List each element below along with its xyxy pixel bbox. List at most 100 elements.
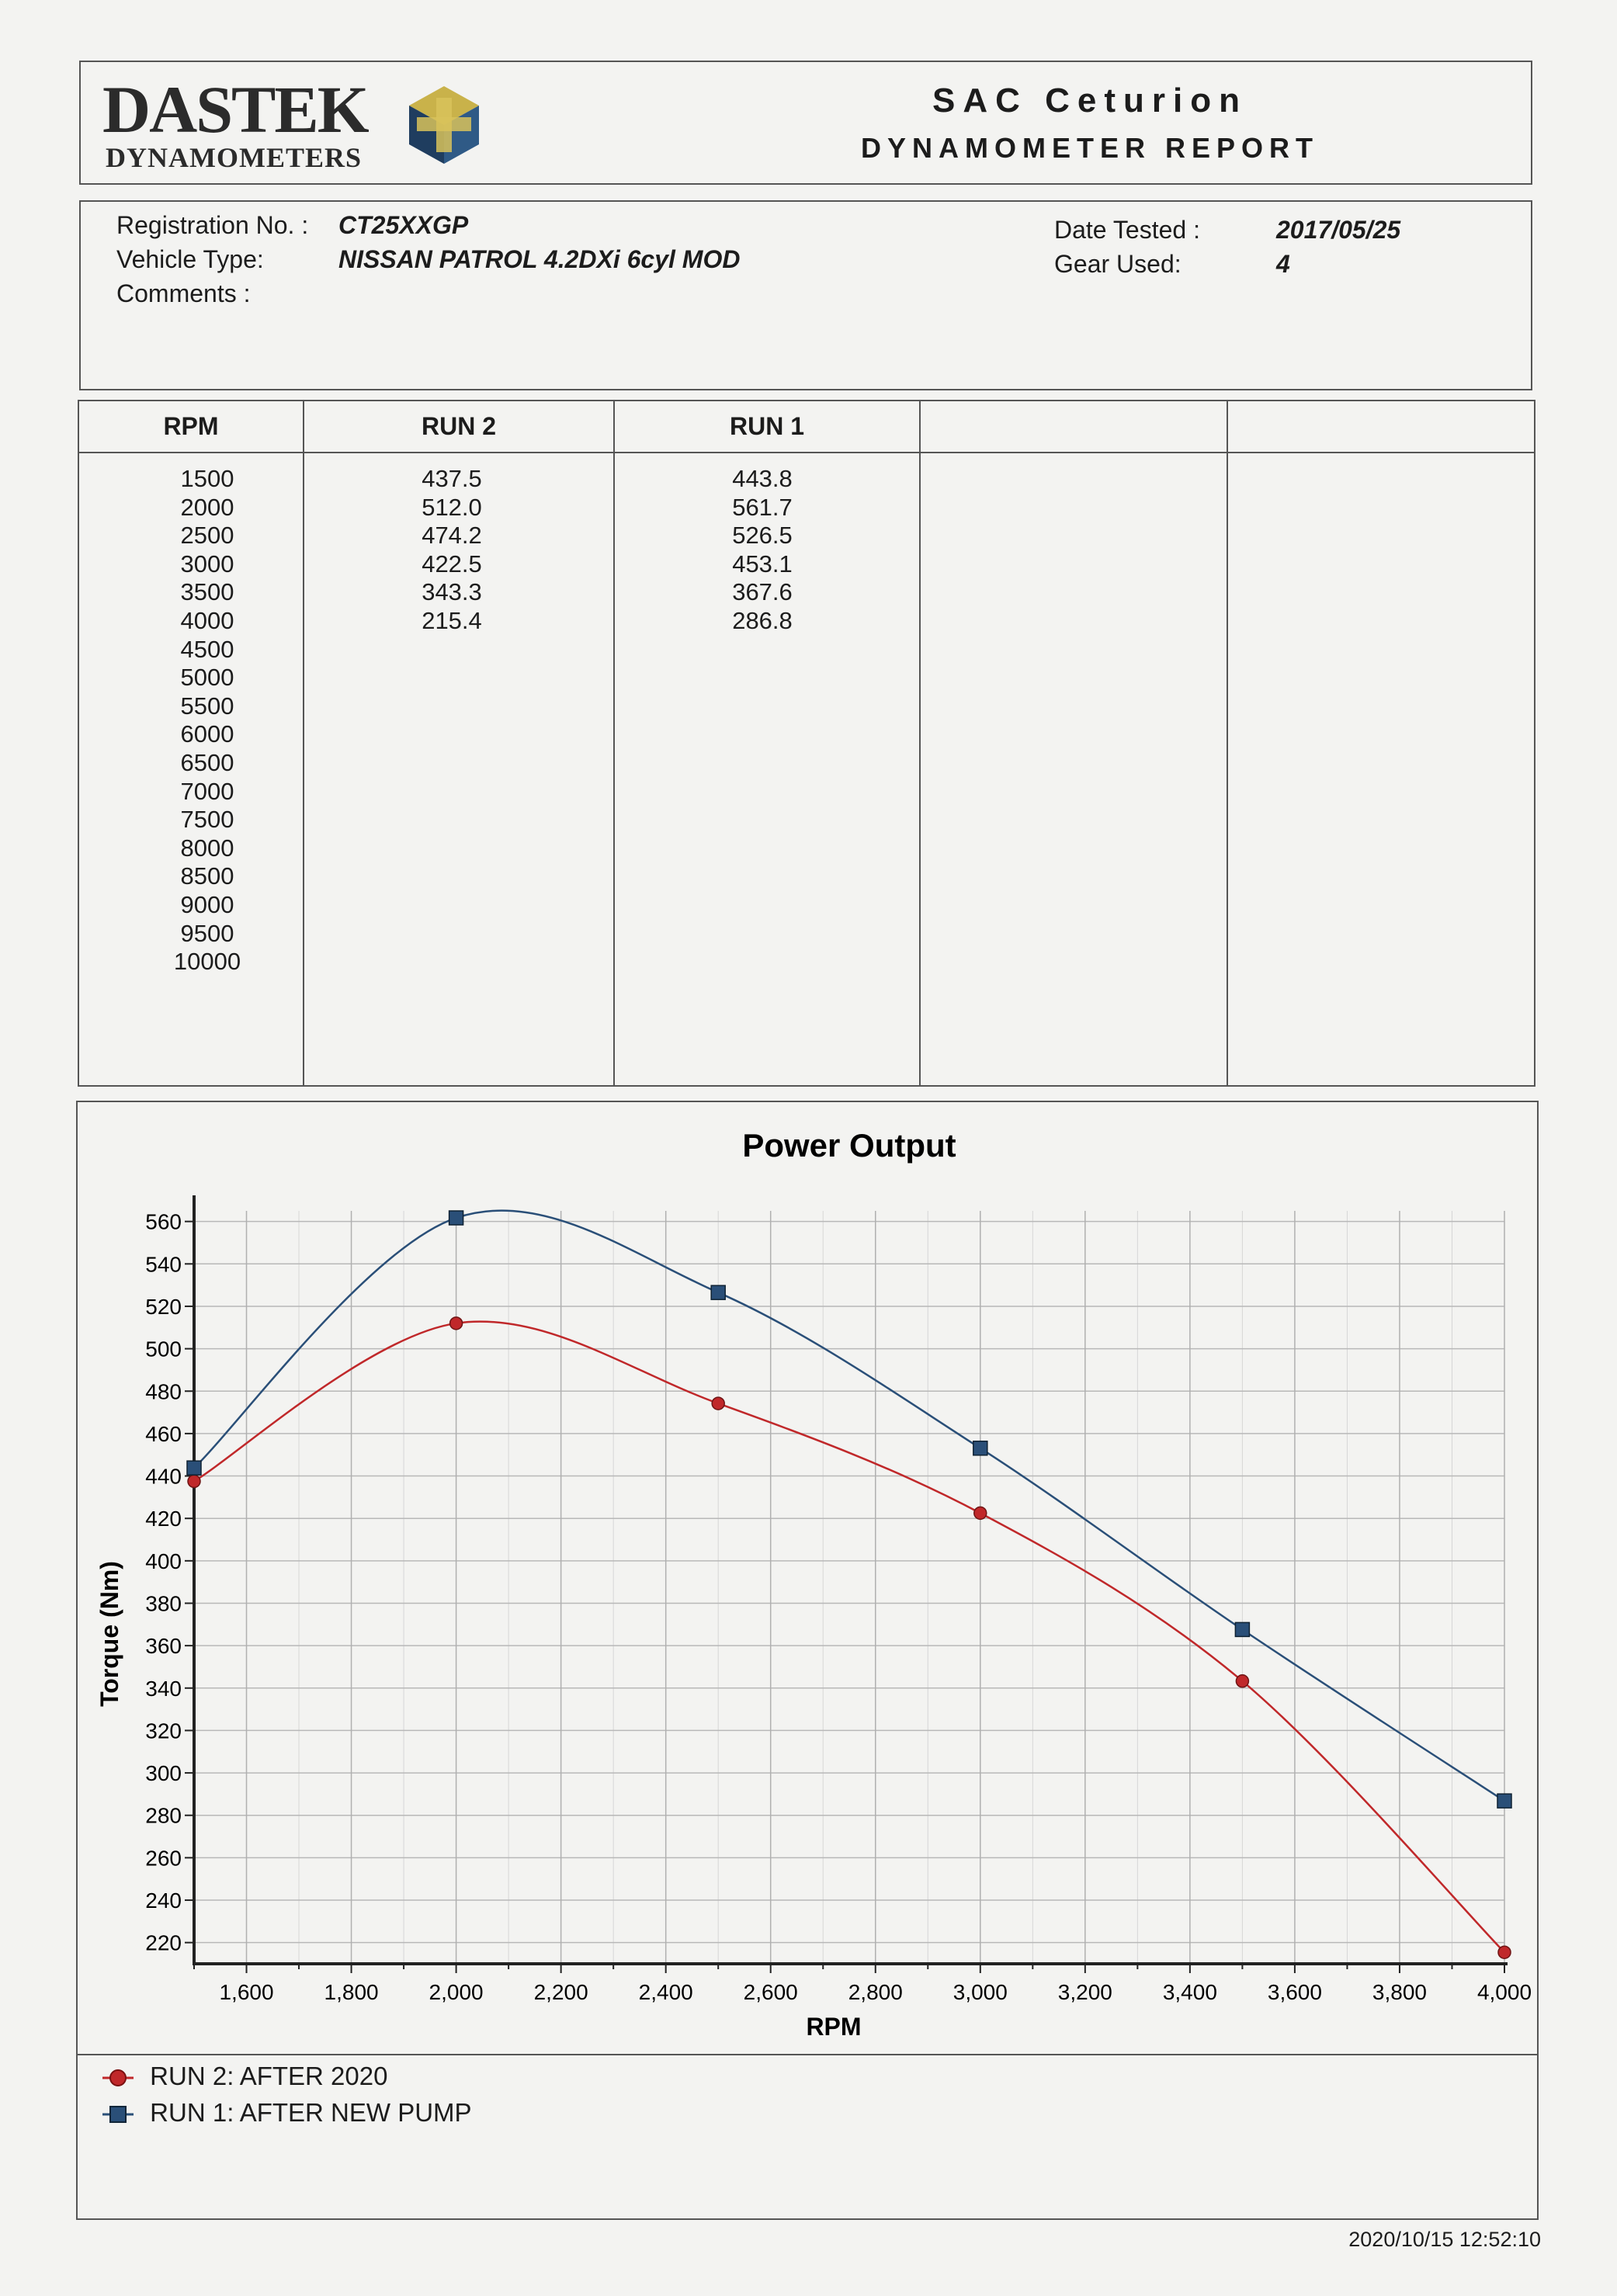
x-tick-label: 2,400	[639, 1980, 693, 2004]
run1-cell: 526.5	[732, 522, 793, 550]
square-marker-icon	[102, 2106, 134, 2124]
report-subtitle: DYNAMOMETER REPORT	[860, 132, 1319, 164]
gear-used-label: Gear Used:	[1054, 250, 1182, 278]
legend-run2: RUN 2: AFTER 2020	[101, 2062, 387, 2091]
header-rpm: RPM	[163, 412, 219, 440]
rpm-cell: 1500	[180, 465, 234, 492]
x-tick-label: 1,600	[219, 1980, 273, 2004]
power-output-chart: Power Output 220 240 260 280 300 320 340 360 380 4…	[76, 1101, 1539, 2220]
run1-cell: 561.7	[732, 493, 793, 521]
registration-value: CT25XXGP	[338, 211, 469, 239]
x-tick-label: 3,600	[1268, 1980, 1322, 2004]
legend-run2-label: RUN 2: AFTER 2020	[150, 2062, 388, 2090]
x-tick-label: 3,200	[1058, 1980, 1112, 2004]
run1-column: 443.8 561.7 526.5 453.1 367.6 286.8	[700, 465, 824, 636]
run2-cell: 422.5	[422, 550, 482, 577]
y-tick-label: 220	[145, 1931, 182, 1955]
date-tested-value: 2017/05/25	[1276, 216, 1401, 244]
run1-cell: 443.8	[732, 465, 793, 492]
logo-sub-text: DYNAMOMETERS	[106, 142, 363, 173]
series-line-2	[193, 1209, 1505, 1802]
y-tick-label: 300	[145, 1761, 182, 1785]
rpm-cell: 9000	[180, 890, 234, 918]
rpm-cell: 2000	[180, 493, 234, 521]
x-tick-label: 3,800	[1372, 1980, 1427, 2004]
x-tick-label: 3,400	[1163, 1980, 1217, 2004]
legend-run1: RUN 1: AFTER NEW PUMP	[101, 2098, 472, 2128]
chart-title: Power Output	[742, 1127, 956, 1164]
run2-cell: 437.5	[422, 465, 482, 492]
rpm-cell: 4500	[180, 635, 234, 663]
run1-cell: 286.8	[732, 606, 793, 634]
y-tick-label: 280	[145, 1804, 182, 1828]
data-point-square	[710, 1285, 726, 1300]
vehicle-info: Registration No. : CT25XXGP Vehicle Type…	[79, 200, 1532, 390]
rpm-cell: 8000	[180, 834, 234, 862]
x-tick-label: 2,800	[848, 1980, 903, 2004]
y-tick-label: 560	[145, 1210, 182, 1234]
run2-cell: 474.2	[422, 522, 482, 550]
data-point-circle	[711, 1396, 725, 1410]
data-point-square	[1234, 1621, 1251, 1638]
run2-column: 437.5 512.0 474.2 422.5 343.3 215.4	[390, 465, 514, 636]
data-point-square	[448, 1210, 464, 1226]
registration-label: Registration No. :	[116, 211, 309, 239]
y-tick-label: 420	[145, 1507, 182, 1531]
rpm-cell: 4000	[180, 606, 234, 634]
x-tick-label: 2,000	[429, 1980, 484, 2004]
y-tick-label: 520	[145, 1295, 182, 1319]
y-tick-label: 540	[145, 1252, 182, 1276]
rpm-cell: 7000	[180, 777, 234, 805]
y-axis-label: Torque (Nm)	[95, 1561, 123, 1707]
data-point-circle	[1497, 1945, 1511, 1959]
circle-marker-icon	[102, 2069, 134, 2087]
y-tick-label: 480	[145, 1379, 182, 1403]
run2-cell: 512.0	[422, 493, 482, 521]
rpm-cell: 2500	[180, 522, 234, 550]
data-point-square	[186, 1460, 202, 1476]
run2-cell: 215.4	[422, 606, 482, 634]
y-tick-label: 400	[145, 1549, 182, 1573]
rpm-cell: 5000	[180, 664, 234, 692]
vehicle-type-label: Vehicle Type:	[116, 245, 264, 273]
vehicle-type-value: NISSAN PATROL 4.2DXi 6cyl MOD	[338, 245, 741, 273]
rpm-cell: 9500	[180, 919, 234, 947]
run1-cell: 453.1	[732, 550, 793, 577]
chart-svg: Power Output 220 240 260 280 300 320 340 360 380 4…	[95, 1127, 1532, 2041]
x-tick-label: 2,600	[744, 1980, 798, 2004]
x-tick-label: 3,000	[953, 1980, 1008, 2004]
data-point-square	[1497, 1793, 1512, 1809]
rpm-column: 1500 2000 2500 3000 3500 4000 4500 5000 5500 6000…	[165, 465, 250, 976]
report-title: SAC Ceturion	[932, 82, 1247, 120]
y-tick-label: 240	[145, 1888, 182, 1913]
rpm-cell: 10000	[173, 948, 241, 976]
x-axis-label: RPM	[806, 2013, 861, 2041]
y-tick-label: 320	[145, 1719, 182, 1743]
rpm-cell: 6000	[180, 720, 234, 748]
gear-used-value: 4	[1276, 250, 1290, 278]
header-run2: RUN 2	[421, 412, 496, 440]
rpm-cell: 5500	[180, 692, 234, 720]
y-tick-label: 360	[145, 1634, 182, 1658]
data-point-circle	[973, 1506, 987, 1521]
x-tick-label: 4,000	[1477, 1980, 1532, 2004]
rpm-cell: 3000	[180, 550, 234, 577]
dastek-logo: DASTEK DYNAMOMETERS	[102, 76, 491, 177]
run2-cell: 343.3	[422, 578, 482, 606]
rpm-cell: 7500	[180, 806, 234, 834]
data-point-circle	[1235, 1674, 1250, 1688]
results-table: RPM RUN 2 RUN 1 1500 2000 2500 3000 3500 4000…	[78, 400, 1535, 1087]
x-tick-label: 2,200	[534, 1980, 588, 2004]
y-tick-label: 380	[145, 1591, 182, 1615]
legend-run1-label: RUN 1: AFTER NEW PUMP	[150, 2098, 472, 2127]
y-tick-label: 260	[145, 1846, 182, 1870]
rpm-cell: 8500	[180, 862, 234, 890]
print-timestamp: 2020/10/15 12:52:10	[1348, 2228, 1541, 2251]
report-header: DASTEK DYNAMOMETERS SAC Ceturion DYNAMOM…	[79, 61, 1532, 185]
series-line-1	[193, 1320, 1505, 1954]
run1-cell: 367.6	[732, 578, 793, 606]
logo-main-text: DASTEK	[102, 72, 370, 147]
logo-cube-icon	[409, 86, 479, 164]
y-tick-label: 440	[145, 1465, 182, 1489]
y-tick-label: 340	[145, 1677, 182, 1701]
